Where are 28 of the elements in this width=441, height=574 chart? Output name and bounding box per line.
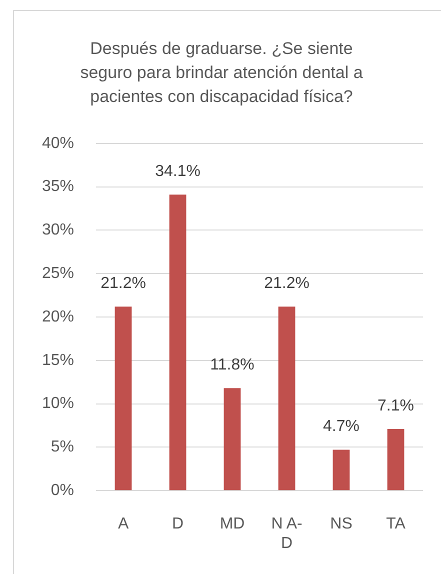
x-tick-label: A bbox=[118, 516, 129, 533]
bar bbox=[332, 450, 350, 490]
y-tick-label: 5% bbox=[50, 438, 74, 456]
y-tick-label: 40% bbox=[42, 134, 74, 152]
y-tick-label: 30% bbox=[42, 222, 74, 239]
data-label: 7.1% bbox=[378, 397, 414, 414]
data-label: 34.1% bbox=[155, 163, 200, 180]
data-label: 4.7% bbox=[323, 418, 360, 436]
y-tick-label: 25% bbox=[42, 265, 74, 282]
x-tick-label: TA bbox=[386, 516, 406, 533]
x-tick-label: NS bbox=[330, 516, 352, 533]
y-tick-label: 20% bbox=[42, 308, 74, 326]
y-tick-label: 10% bbox=[42, 395, 74, 412]
y-tick-label: 15% bbox=[42, 352, 74, 369]
chart-title: Después de graduarse. ¿Se siente seguro para brindar atención dental a pacientes con discapacidad física? bbox=[80, 38, 364, 106]
x-tick-label: MD bbox=[220, 516, 245, 533]
bar bbox=[114, 306, 132, 490]
x-tick-label: D bbox=[172, 516, 184, 533]
data-label: 21.2% bbox=[100, 275, 146, 292]
data-label: 11.8% bbox=[210, 356, 254, 374]
data-label: 21.2% bbox=[264, 275, 310, 292]
y-tick-label: 0% bbox=[50, 482, 74, 500]
bar bbox=[387, 428, 404, 490]
bar bbox=[224, 388, 241, 490]
y-tick-label: 35% bbox=[42, 178, 74, 196]
x-tick-label: N A-D bbox=[271, 516, 302, 552]
bar bbox=[169, 194, 186, 490]
bar bbox=[278, 306, 296, 490]
